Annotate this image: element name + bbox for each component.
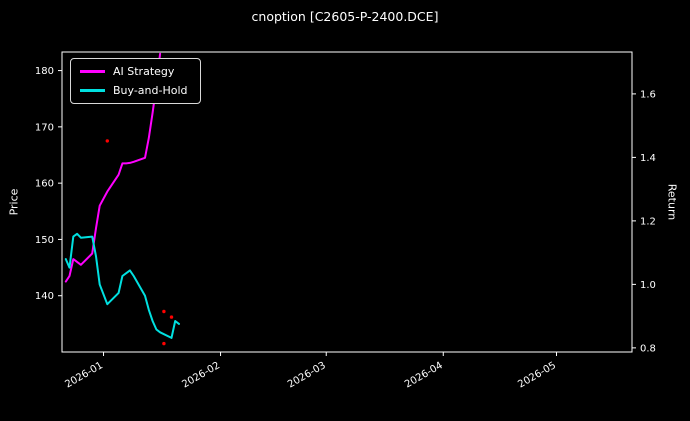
legend: AI Strategy Buy-and-Hold: [70, 58, 201, 104]
right-tick-label: 0.8: [640, 343, 656, 354]
x-tick-label: 2026-04: [403, 360, 445, 390]
legend-label-ai-strategy: AI Strategy: [113, 65, 175, 78]
ai-strategy-line-sample: [80, 70, 105, 73]
trade-signal-marker: [162, 309, 166, 314]
trade-signal-marker: [162, 341, 166, 346]
right-tick-label: 1.2: [640, 216, 656, 227]
left-tick-label: 180: [35, 66, 54, 77]
left-tick-label: 170: [35, 122, 54, 133]
x-tick-label: 2026-01: [63, 360, 105, 390]
legend-item-buy-and-hold: Buy-and-Hold: [80, 84, 188, 97]
buy-and-hold-line-sample: [80, 89, 105, 92]
x-tick-label: 2026-03: [286, 360, 328, 390]
trade-signal-marker: [105, 139, 110, 143]
left-tick-label: 150: [35, 235, 54, 246]
right-tick-label: 1.6: [640, 89, 656, 100]
chart-title: cnoption [C2605-P-2400.DCE]: [251, 9, 439, 24]
right-tick-label: 1.0: [640, 280, 656, 291]
trade-signal-marker: [169, 315, 174, 319]
plot-frame: [61, 51, 633, 353]
x-tick-label: 2026-05: [516, 360, 558, 390]
right-tick-label: 1.4: [640, 153, 656, 164]
series-line-buy-and-hold: [64, 232, 180, 339]
legend-item-ai-strategy: AI Strategy: [80, 65, 188, 78]
left-tick-label: 160: [35, 179, 54, 190]
left-tick-label: 140: [35, 291, 54, 302]
x-tick-label: 2026-02: [180, 360, 222, 390]
legend-label-buy-and-hold: Buy-and-Hold: [113, 84, 188, 97]
series-line-ai-strategy: [64, 52, 162, 283]
